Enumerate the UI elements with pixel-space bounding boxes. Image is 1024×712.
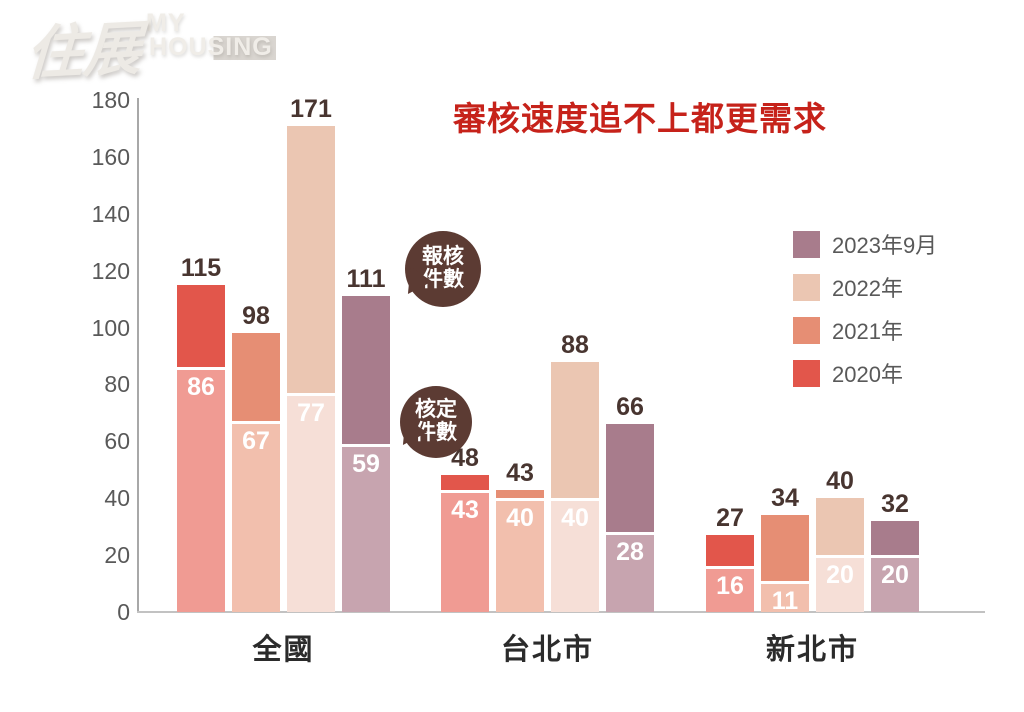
chart-title: 審核速度追不上都更需求 [453,100,827,137]
legend-label-2022年: 2022年 [832,276,903,301]
bar-2021年-新北市: 11 [761,515,809,615]
approved-segment-2020年-全國: 86 [177,367,225,612]
approved-segment-2022年-全國: 77 [287,393,335,612]
reported-value-label: 115 [180,254,222,282]
bar-2020年-新北市: 16 [706,535,754,612]
reported-value-label: 66 [616,393,644,421]
callout-reported-cases: 報核 件數 [405,231,481,307]
approved-value-label: 77 [297,399,325,427]
approved-value-label: 40 [506,504,534,532]
legend-item-2023年9月: 2023年9月 [793,230,937,258]
brand-logo: 住展 MY HOUSING [24,4,276,88]
y-axis-tick-label: 140 [91,200,130,227]
bar-2022年-台北市: 40 [551,362,599,612]
category-label-台北市: 台北市 [500,634,594,666]
y-axis-line [137,98,139,613]
reported-value-label: 34 [771,484,799,512]
y-axis-tick-label: 160 [91,143,130,170]
bar-2020年-台北市: 43 [441,475,489,612]
approved-value-label: 16 [716,572,744,600]
y-axis-tick-label: 180 [91,87,130,113]
bar-2020年-全國: 86 [177,285,225,612]
approved-segment-2020年-台北市: 43 [441,490,489,612]
reported-value-label: 171 [290,95,332,123]
legend-swatch-2020年 [793,359,820,387]
bar-2021年-全國: 67 [232,333,280,612]
approved-segment-2020年-新北市: 16 [706,566,754,612]
approved-value-label: 20 [826,561,854,589]
approved-segment-2023年9月-台北市: 28 [606,532,654,612]
approved-value-label: 20 [881,561,909,589]
category-label-全國: 全國 [252,634,315,666]
approved-value-label: 43 [451,496,479,524]
legend-swatch-2021年 [793,316,820,344]
brand-logo-en: MY HOUSING [146,9,276,60]
y-axis-tick-label: 0 [117,599,130,625]
approved-segment-2023年9月-新北市: 20 [871,555,919,612]
legend-label-2023年9月: 2023年9月 [832,233,938,258]
callout-reported-line2: 件數 [422,268,464,291]
approved-segment-2022年-新北市: 20 [816,555,864,612]
callout-approved-line1: 核定 [415,398,457,422]
approved-segment-2021年-台北市: 40 [496,498,544,612]
reported-value-label: 32 [881,490,909,518]
legend-swatch-2022年 [793,273,820,301]
legend-swatch-2023年9月 [793,230,820,258]
reported-value-label: 40 [826,467,854,495]
legend-item-2022年: 2022年 [793,273,903,301]
y-axis-tick-label: 20 [104,542,130,569]
approved-value-label: 11 [771,587,799,615]
bar-2023年9月-全國: 59 [342,296,390,612]
reported-value-label: 88 [561,331,589,359]
callout-reported-line1: 報核 [422,245,464,269]
legend-item-2020年: 2020年 [793,359,903,387]
approved-value-label: 59 [352,450,380,478]
approved-segment-2023年9月-全國: 59 [342,444,390,612]
legend-label-2020年: 2020年 [832,362,903,387]
approved-value-label: 86 [187,373,215,401]
reported-value-label: 111 [346,265,386,293]
reported-value-label: 43 [506,459,534,487]
approved-segment-2021年-全國: 67 [232,421,280,612]
x-axis-line [137,611,985,613]
callout-approved-cases: 核定 件數 [400,386,472,458]
category-label-新北市: 新北市 [765,634,859,666]
y-axis-tick-label: 120 [91,257,130,284]
approved-segment-2021年-新北市: 11 [761,581,809,615]
approved-value-label: 67 [242,427,270,455]
legend-label-2021年: 2021年 [832,319,903,344]
callout-approved-line2: 件數 [415,421,457,444]
y-axis-tick-label: 80 [104,371,130,398]
y-axis-tick-label: 100 [91,314,130,341]
y-axis-tick-label: 60 [104,428,130,455]
approved-value-label: 40 [561,504,589,532]
bar-2022年-全國: 77 [287,126,335,612]
brand-logo-en-line2: HOUSING [146,35,276,60]
approved-segment-2022年-台北市: 40 [551,498,599,612]
reported-value-label: 98 [242,302,270,330]
legend-item-2021年: 2021年 [793,316,903,344]
brand-logo-en-line1: MY [146,9,186,38]
reported-value-label: 27 [716,504,744,532]
bar-2023年9月-台北市: 28 [606,424,654,612]
bar-2021年-台北市: 40 [496,490,544,612]
bar-2022年-新北市: 20 [816,498,864,612]
y-axis-tick-label: 40 [104,485,130,512]
bar-2023年9月-新北市: 20 [871,521,919,612]
approved-value-label: 28 [616,538,644,566]
